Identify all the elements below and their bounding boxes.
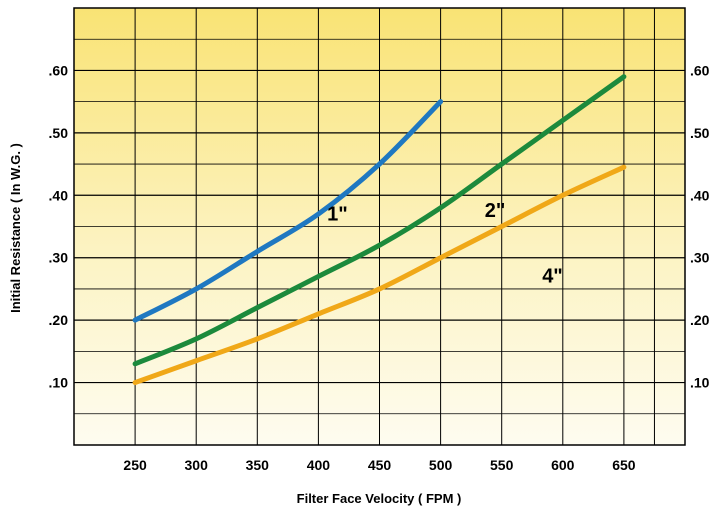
plot-frame <box>73 7 686 446</box>
y-tick-label-left: .10 <box>49 375 69 391</box>
x-axis-label: Filter Face Velocity ( FPM ) <box>297 491 462 506</box>
x-tick-label: 650 <box>612 457 636 473</box>
y-tick-label-right: .60 <box>690 62 710 78</box>
y-tick-label-right: .10 <box>690 375 710 391</box>
series-line-3 <box>132 164 627 386</box>
y-axis-label: Initial Resistance ( In W.G. ) <box>8 143 23 313</box>
x-tick-label: 450 <box>368 457 392 473</box>
x-tick-label: 300 <box>185 457 209 473</box>
series-line-1 <box>132 99 444 323</box>
x-tick-label: 600 <box>551 457 575 473</box>
x-tick-label: 400 <box>307 457 331 473</box>
y-tick-label-left: .20 <box>49 312 69 328</box>
x-tick-label: 250 <box>123 457 147 473</box>
y-tick-label-left: .50 <box>49 125 69 141</box>
series-label: 1" <box>327 203 348 225</box>
series-line-2 <box>132 74 627 367</box>
x-tick-label: 350 <box>246 457 270 473</box>
y-tick-label-right: .40 <box>690 187 710 203</box>
labels-layer: 1" 2" 4" <box>327 200 563 288</box>
y-tick-label-left: .30 <box>49 250 69 266</box>
y-tick-label-right: .20 <box>690 312 710 328</box>
y-tick-label-left: .60 <box>49 62 69 78</box>
series-label: 4" <box>542 266 563 288</box>
x-tick-label: 500 <box>429 457 453 473</box>
y-tick-label-right: .30 <box>690 250 710 266</box>
x-tick-label: 550 <box>490 457 514 473</box>
y-tick-label-left: .40 <box>49 187 69 203</box>
y-tick-label-right: .50 <box>690 125 710 141</box>
ticks-layer: 250 300 350 400 450 500 550 600 650 .10 .10 .20 .20.… <box>49 62 710 473</box>
series-label: 2" <box>485 200 506 222</box>
series-layer <box>132 74 627 386</box>
